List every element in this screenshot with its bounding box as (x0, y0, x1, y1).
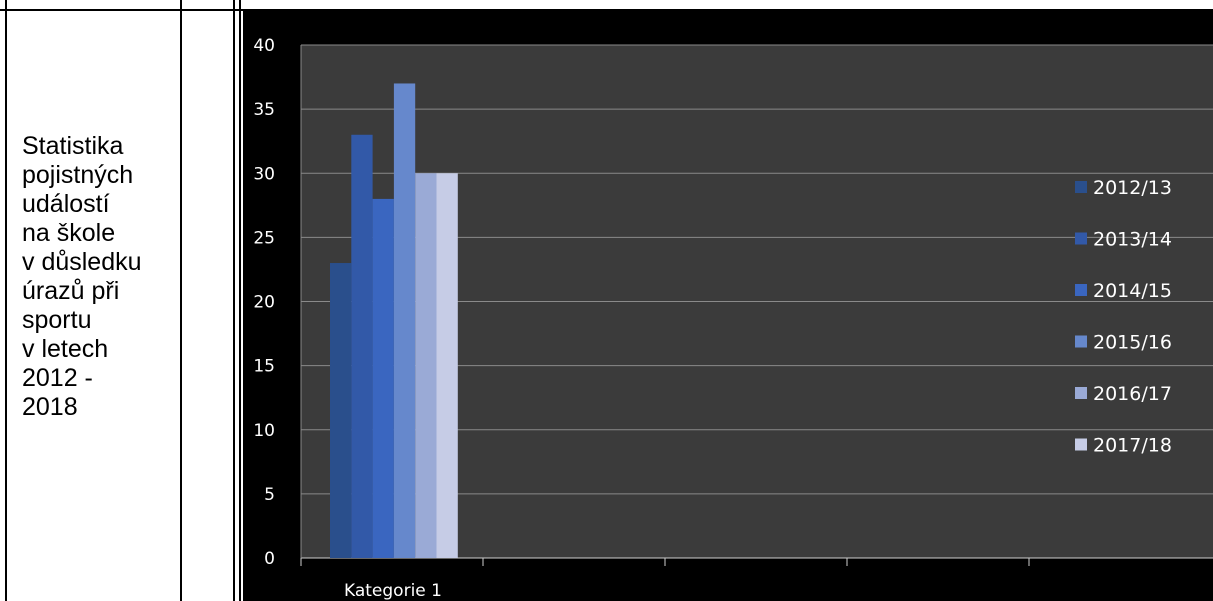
legend-label: 2013/14 (1093, 229, 1172, 251)
y-tick-label: 25 (253, 228, 275, 248)
legend-label: 2015/16 (1093, 332, 1172, 354)
chart-area: 0 5 10 15 20 25 30 35 40 Kategorie 1 2012/13 2013… (243, 10, 1213, 601)
bar-2013-14 (351, 134, 373, 558)
legend-label: 2017/18 (1093, 435, 1172, 457)
bar-2017-18 (436, 173, 458, 558)
legend-swatch (1075, 232, 1087, 245)
table-border-column-3 (239, 0, 241, 601)
y-tick-label: 20 (253, 293, 275, 313)
y-tick-label: 10 (253, 421, 275, 441)
bar-2016-17 (415, 173, 437, 558)
bar-2014-15 (372, 198, 394, 558)
legend-label: 2014/15 (1093, 280, 1172, 302)
table-border-column-2 (233, 0, 235, 601)
table-border-left (5, 0, 7, 601)
y-tick-label: 0 (264, 549, 275, 569)
y-tick-label: 15 (253, 357, 275, 377)
y-tick-label: 40 (253, 36, 275, 56)
legend-label: 2016/17 (1093, 383, 1172, 405)
legend-label: 2012/13 (1093, 177, 1172, 199)
y-tick-label: 30 (253, 164, 275, 184)
x-tick-label: Kategorie 1 (344, 581, 442, 601)
legend-swatch (1075, 181, 1087, 193)
table-border-column-1 (180, 0, 182, 601)
legend-swatch (1075, 284, 1087, 296)
side-label: Statistika pojistných událostí na škole … (22, 132, 142, 421)
bar-chart: 0 5 10 15 20 25 30 35 40 Kategorie 1 2012/13 2013… (253, 36, 1213, 601)
legend-swatch (1075, 387, 1087, 399)
legend-swatch (1075, 335, 1087, 348)
bar-2015-16 (393, 83, 416, 558)
legend-swatch (1075, 438, 1087, 451)
y-tick-label: 35 (253, 100, 275, 120)
bar-2012-13 (330, 263, 352, 558)
y-tick-label: 5 (264, 485, 275, 505)
